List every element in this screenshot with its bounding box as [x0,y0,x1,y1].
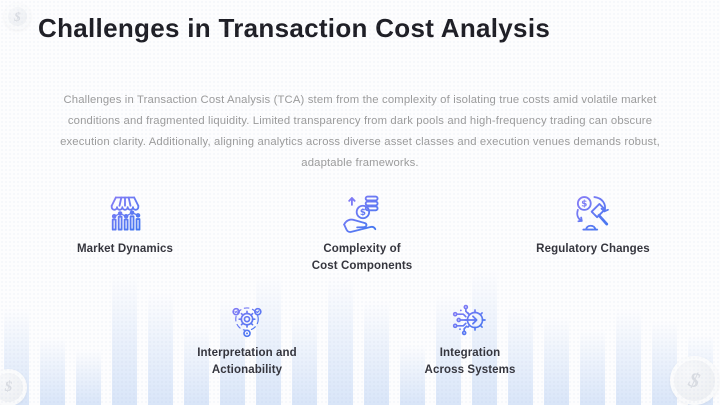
challenge-item-cost-components: $ Complexity of Cost Components [277,192,447,275]
challenge-item-integration: Integration Across Systems [385,300,555,379]
challenge-label: Regulatory Changes [536,243,650,255]
decor-bar [328,277,353,405]
hand-coin-icon: $ [277,192,447,236]
decor-bar [616,310,641,405]
decor-bar [400,345,425,405]
challenge-item-regulatory-changes: $ Regulatory Changes [508,192,678,258]
challenge-item-market-dynamics: Market Dynamics [40,192,210,258]
decor-bar [472,270,497,405]
decor-bar [580,329,605,405]
decor-bar [76,350,101,405]
gear-network-icon [162,300,332,340]
decor-bar [220,299,245,405]
storefront-chart-icon [40,192,210,236]
dollar-glyph: $ [14,8,21,24]
svg-text:$: $ [581,200,587,210]
decor-bar [508,307,533,405]
challenge-label: Complexity of Cost Components [311,243,413,272]
coin-icon-bottom-left: $ [0,369,27,405]
decor-bar [544,317,569,405]
decor-bar [184,325,209,405]
decor-bar [292,312,317,405]
svg-text:$: $ [360,208,366,218]
page-title: Challenges in Transaction Cost Analysis [38,13,551,43]
decor-bar [112,274,137,405]
dollar-glyph: $ [686,367,703,393]
challenge-item-interpretation: Interpretation and Actionability [162,300,332,379]
coin-icon-top-left: $ [4,3,31,30]
decor-bar [256,275,281,405]
gavel-dollar-icon: $ [508,192,678,236]
challenge-label: Interpretation and Actionability [197,347,297,376]
challenge-label: Market Dynamics [76,243,174,255]
coin-icon-bottom-right: $ [670,356,719,405]
decor-bar [148,293,173,405]
decor-bar [364,301,389,405]
decor-bar [40,337,65,405]
dollar-glyph: $ [4,379,13,395]
circuit-gear-icon [385,300,555,340]
challenge-label: Integration Across Systems [424,347,516,376]
slide-description: Challenges in Transaction Cost Analysis … [60,94,660,169]
